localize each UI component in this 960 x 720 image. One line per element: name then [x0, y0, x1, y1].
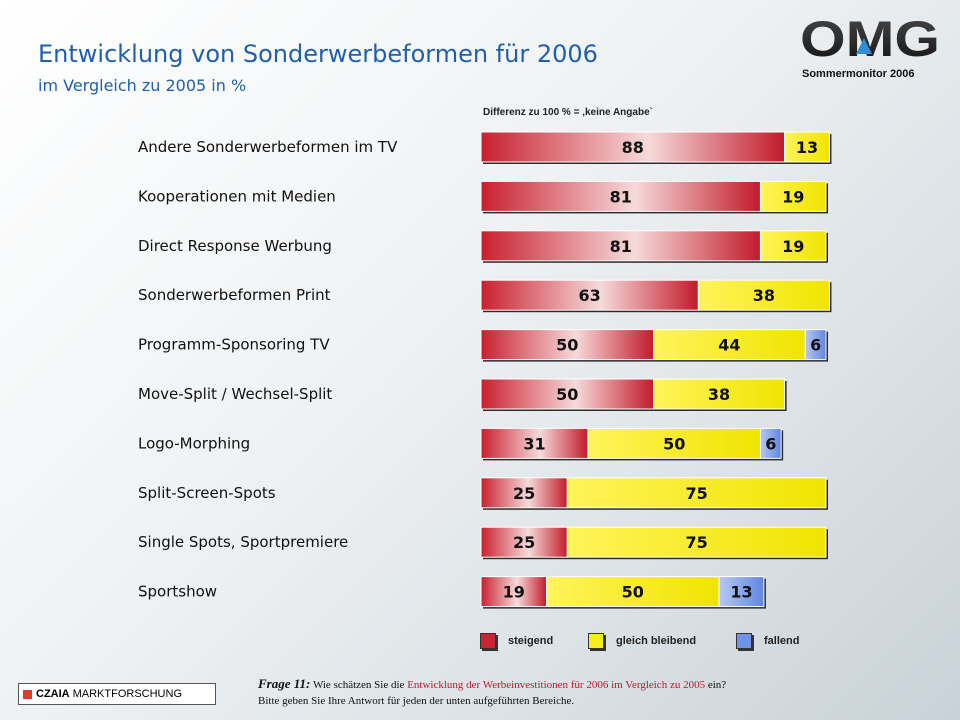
legend-swatch-fallend [736, 633, 752, 649]
question-pre: Wie schätzen Sie die [312, 679, 405, 691]
bar-gleich [697, 279, 830, 311]
data-label-gleich: 19 [782, 187, 804, 206]
legend-gleich: gleich bleibend [588, 632, 696, 650]
data-label-gleich: 44 [718, 336, 740, 355]
bar-fallend [804, 329, 827, 361]
brand-badge: CZAIA MARKTFORSCHUNG [18, 683, 216, 705]
legend-fallend: fallend [736, 632, 799, 650]
data-label-fallend: 6 [765, 434, 776, 453]
bar-fallend [759, 427, 782, 459]
data-label-steigend: 19 [503, 583, 525, 602]
bar-steigend [480, 378, 654, 410]
logo-text: OMG [800, 12, 940, 64]
bar-gleich [759, 230, 827, 262]
data-label-steigend: 31 [523, 434, 545, 453]
bar-steigend [480, 477, 568, 509]
data-label-steigend: 25 [513, 484, 535, 503]
bar-gleich [566, 526, 827, 558]
question-text: Frage 11: Wie schätzen Sie die Entwicklu… [258, 676, 858, 709]
survey-label: Sommermonitor 2006 [802, 68, 915, 80]
brand-rest: MARKTFORSCHUNG [72, 688, 182, 700]
bar-steigend [480, 427, 589, 459]
data-label-steigend: 63 [579, 286, 601, 305]
category-label: Single Spots, Sportpremiere [138, 533, 348, 551]
bar-fallend [718, 576, 765, 608]
data-label-gleich: 50 [622, 583, 644, 602]
logo-triangle-accent [856, 38, 872, 54]
category-label: Sportshow [138, 583, 217, 601]
bar-steigend [480, 576, 548, 608]
data-label-gleich: 75 [685, 533, 707, 552]
omg-logo: OMG [800, 12, 940, 64]
bar-gleich [587, 427, 761, 459]
brand-square-icon [23, 689, 32, 699]
brand-bold: CZAIA [36, 688, 70, 700]
bar-steigend [480, 526, 568, 558]
data-label-gleich: 38 [753, 286, 775, 305]
category-label: Sonderwerbeformen Print [138, 286, 331, 304]
data-label-steigend: 25 [513, 533, 535, 552]
question-label: Frage 11: [258, 676, 311, 691]
data-label-steigend: 88 [622, 138, 644, 157]
bar-steigend [480, 131, 786, 163]
legend-label-steigend: steigend [508, 635, 554, 647]
data-label-gleich: 50 [663, 434, 685, 453]
data-label-steigend: 81 [610, 237, 632, 256]
data-label-steigend: 50 [556, 385, 578, 404]
bar-steigend [480, 230, 761, 262]
data-label-gleich: 19 [782, 237, 804, 256]
bar-steigend [480, 329, 654, 361]
data-label-fallend: 13 [730, 583, 752, 602]
category-label: Programm-Sponsoring TV [138, 336, 330, 354]
bar-gleich [784, 131, 830, 163]
bar-gleich [566, 477, 827, 509]
bar-gleich [653, 378, 786, 410]
category-label: Kooperationen mit Medien [138, 187, 336, 205]
category-label: Move-Split / Wechsel-Split [138, 385, 332, 403]
data-label-steigend: 81 [610, 187, 632, 206]
legend-label-gleich: gleich bleibend [616, 635, 697, 647]
bar-gleich [759, 180, 827, 212]
data-label-gleich: 38 [708, 385, 730, 404]
legend-steigend: steigend [480, 632, 553, 650]
question-highlight: Entwicklung der Werbeinvestitionen für 2… [407, 679, 706, 691]
category-label: Direct Response Werbung [138, 237, 332, 255]
category-label: Logo-Morphing [138, 434, 250, 452]
legend-swatch-steigend [480, 633, 496, 649]
question-line2: Bitte geben Sie Ihre Antwort für jeden d… [258, 695, 575, 707]
question-post: ein? [707, 679, 727, 691]
data-label-steigend: 50 [556, 336, 578, 355]
page-subtitle: im Vergleich zu 2005 in % [38, 76, 247, 95]
chart-note: Differenz zu 100 % = ‚keine Angabe` [483, 107, 653, 118]
data-label-fallend: 6 [810, 336, 821, 355]
category-label: Andere Sonderwerbeformen im TV [138, 138, 398, 156]
page-title: Entwicklung von Sonderwerbeformen für 20… [38, 40, 598, 68]
data-label-gleich: 75 [685, 484, 707, 503]
category-label: Split-Screen-Spots [138, 484, 276, 502]
legend-swatch-gleich [588, 633, 604, 649]
data-label-gleich: 13 [796, 138, 818, 157]
legend-label-fallend: fallend [764, 635, 800, 647]
